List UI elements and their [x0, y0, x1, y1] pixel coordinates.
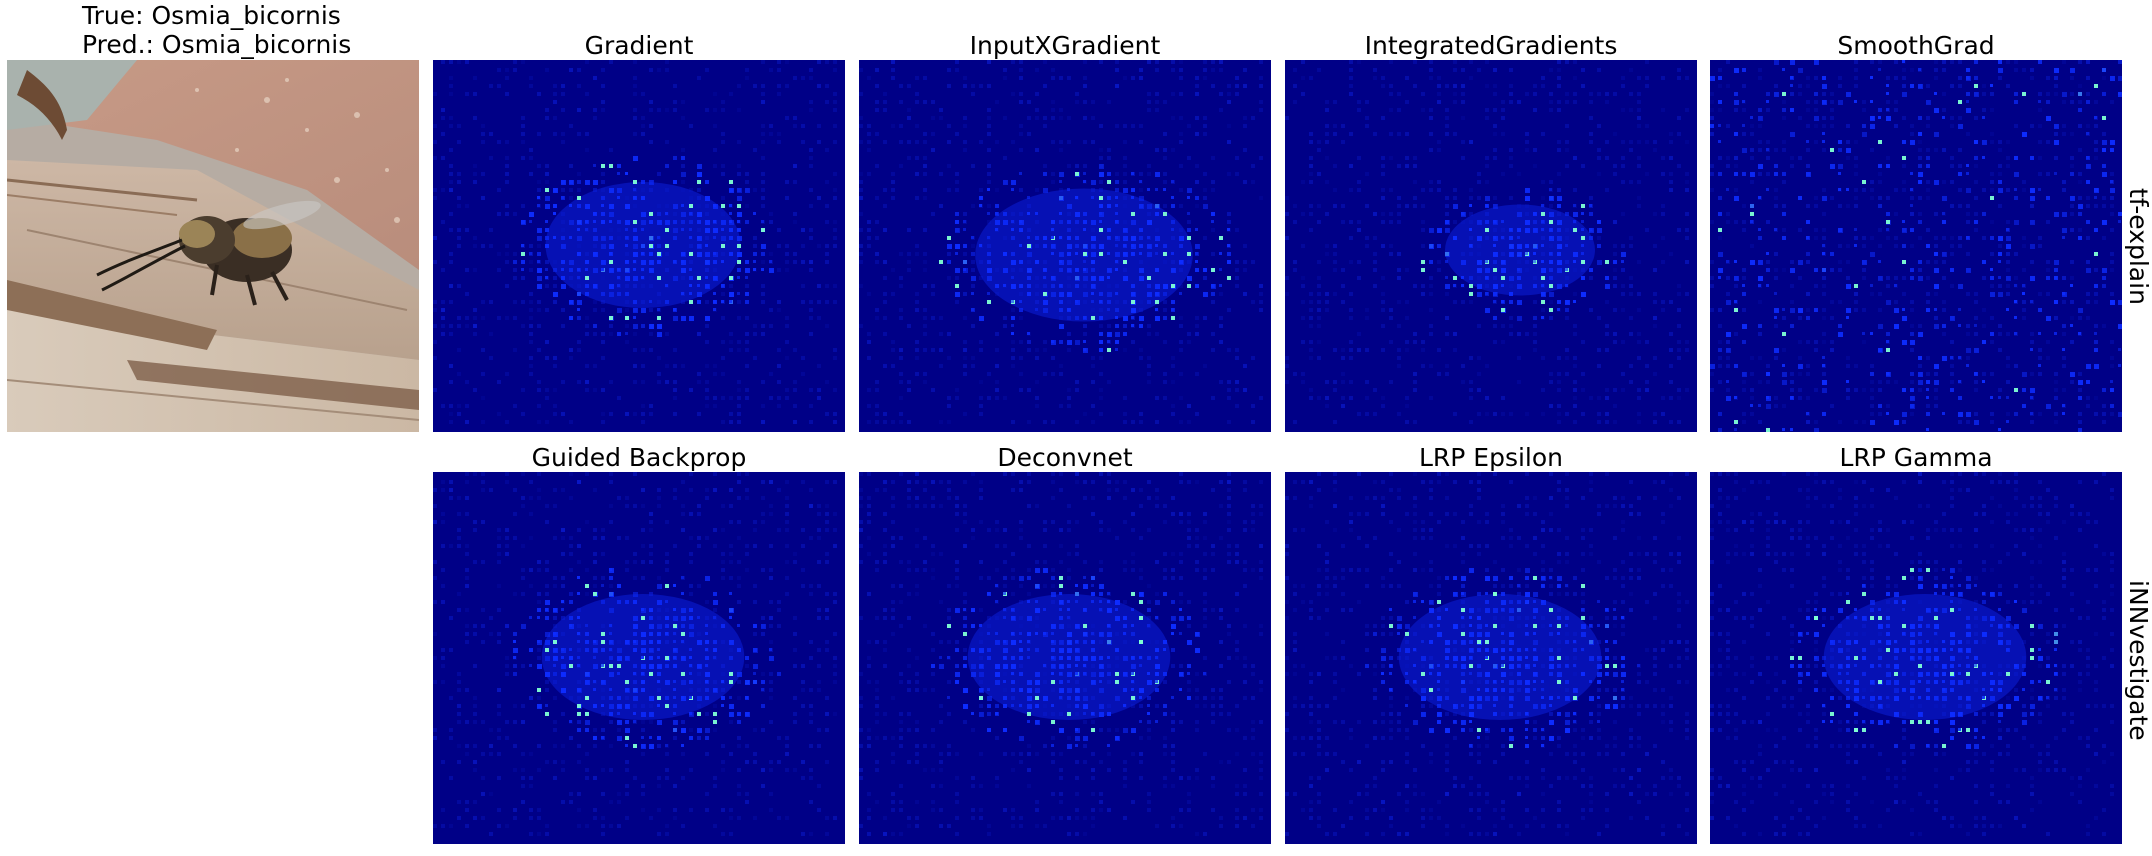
heatmap-deconvnet [859, 472, 1271, 844]
method-title-lrp-epsilon: LRP Epsilon [1418, 443, 1564, 472]
input-photo [7, 60, 419, 432]
method-title-inputxgradient: InputXGradient [969, 31, 1161, 60]
row-label-innvestigate: iNNvestigate [2124, 580, 2152, 741]
heatmap-integratedgradients [1285, 60, 1697, 432]
heatmap-gradient [433, 60, 845, 432]
method-title-lrp-gamma: LRP Gamma [1839, 443, 1993, 472]
row-label-tf-explain: tf-explain [2124, 188, 2152, 305]
true-label: True: Osmia_bicornis [82, 1, 341, 30]
method-title-integratedgradients: IntegratedGradients [1364, 31, 1618, 60]
method-title-deconvnet: Deconvnet [997, 443, 1133, 472]
heatmap-lrp-epsilon [1285, 472, 1697, 844]
heatmap-guided-backprop [433, 472, 845, 844]
method-title-gradient: Gradient [584, 31, 694, 60]
method-title-guided-backprop: Guided Backprop [531, 443, 747, 472]
method-title-smoothgrad: SmoothGrad [1837, 31, 1995, 60]
heatmap-lrp-gamma [1710, 472, 2122, 844]
heatmap-inputxgradient [859, 60, 1271, 432]
heatmap-smoothgrad [1710, 60, 2122, 432]
pred-label: Pred.: Osmia_bicornis [82, 30, 352, 59]
